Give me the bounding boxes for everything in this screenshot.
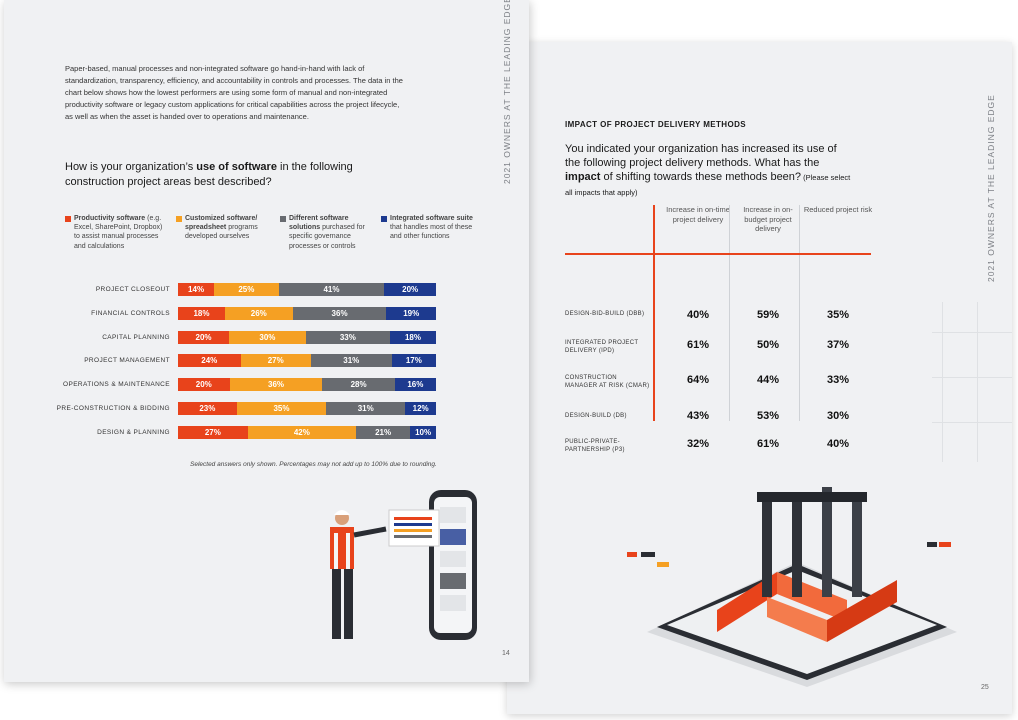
legend-swatch [381, 216, 387, 222]
page-14: 2021 OWNERS AT THE LEADING EDGE Paper-ba… [4, 0, 529, 682]
bar-row: FINANCIAL CONTROLS 18% 26% 36% 19% [44, 306, 464, 320]
bar-row: DESIGN & PLANNING 27% 42% 21% 10% [44, 425, 464, 439]
page-number-left: 14 [502, 650, 510, 657]
bar-category-label: PRE-CONSTRUCTION & BIDDING [56, 405, 170, 412]
bar-row: PROJECT CLOSEOUT 14% 25% 41% 20% [44, 283, 464, 296]
bar-category-label: PROJECT CLOSEOUT [95, 286, 170, 293]
bar-segment: 27% [178, 425, 248, 439]
bar-segment: 36% [229, 378, 323, 392]
bar-track: 20% 30% 33% 18% [178, 330, 436, 344]
bar-track: 27% 42% 21% 10% [178, 425, 436, 439]
chart-legend: Productivity software (e.g. Excel, Share… [65, 214, 475, 264]
section-label: IMPACT OF PROJECT DELIVERY METHODS [565, 120, 747, 129]
question-right: You indicated your organization has incr… [565, 143, 851, 197]
question-left: How is your organization’s use of softwa… [65, 161, 353, 188]
table-row: PUBLIC-PRIVATE-PARTNERSHIP (P3) 32% 61% … [565, 438, 850, 453]
decorative-grid [932, 302, 1012, 462]
page-number-right: 25 [981, 684, 989, 691]
bar-segment: 21% [356, 425, 411, 439]
worker-phone-illustration [330, 490, 477, 640]
table-divider-vertical [653, 205, 655, 421]
legend-swatch [280, 216, 286, 222]
bar-category-label: FINANCIAL CONTROLS [91, 309, 170, 317]
bar-segment: 35% [236, 402, 327, 415]
bar-segment: 10% [410, 425, 436, 439]
bar-segment: 23% [178, 402, 237, 415]
legend-item-productivity: Productivity software (e.g. Excel, Share… [65, 214, 165, 251]
bar-segment: 31% [310, 354, 392, 368]
running-title-left: 2021 OWNERS AT THE LEADING EDGE [502, 0, 512, 184]
bar-segment: 12% [405, 402, 436, 415]
bar-track: 20% 36% 28% 16% [178, 378, 436, 392]
legend-item-customized: Customized software/ spreadsheet program… [176, 214, 276, 242]
bar-segment: 28% [322, 378, 395, 392]
col-header-on-time: Increase in on-time project delivery [666, 205, 730, 224]
bar-row: PROJECT MANAGEMENT 24% 27% 31% 17% [44, 354, 464, 368]
legend-item-integrated: Integrated software suite that handles m… [381, 214, 481, 242]
legend-swatch [65, 216, 71, 222]
bar-category-label: OPERATIONS & MAINTENANCE [63, 381, 170, 389]
bar-segment: 25% [214, 283, 279, 296]
bar-segment: 26% [224, 306, 293, 320]
legend-item-different: Different software solutions purchased f… [280, 214, 380, 251]
bar-category-label: DESIGN & PLANNING [97, 428, 170, 436]
page-25: 2021 OWNERS AT THE LEADING EDGE IMPACT O… [507, 42, 1012, 714]
bar-category-label: CAPITAL PLANNING [102, 333, 170, 341]
col-header-risk: Reduced project risk [803, 205, 873, 214]
bar-segment: 33% [305, 330, 390, 344]
bar-row: OPERATIONS & MAINTENANCE 20% 36% 28% 16% [44, 378, 464, 392]
bar-track: 24% 27% 31% 17% [178, 354, 436, 368]
table-divider-horizontal [565, 253, 871, 255]
table-row: INTEGRATED PROJECT DELIVERY (IPD) 61% 50… [565, 339, 850, 354]
bar-segment: 24% [178, 354, 241, 368]
bar-segment: 17% [391, 354, 436, 368]
bar-segment: 41% [278, 283, 385, 296]
bar-segment: 20% [384, 283, 436, 296]
bar-segment: 36% [292, 306, 387, 320]
bar-track: 23% 35% 31% 12% [178, 402, 436, 415]
bar-segment: 30% [229, 330, 306, 344]
bar-segment: 18% [178, 306, 225, 320]
bar-segment: 20% [178, 378, 230, 392]
bar-segment: 20% [178, 330, 230, 344]
intro-paragraph: Paper-based, manual processes and non-in… [65, 64, 403, 121]
bar-track: 18% 26% 36% 19% [178, 306, 436, 320]
bar-segment: 27% [240, 354, 311, 368]
bar-category-label: PROJECT MANAGEMENT [84, 357, 170, 365]
bar-segment: 19% [386, 306, 436, 320]
building-tablet-illustration [627, 487, 957, 687]
bar-track: 14% 25% 41% 20% [178, 283, 436, 296]
table-row: CONSTRUCTION MANAGER AT RISK (CMAR) 64% … [565, 374, 850, 389]
bar-segment: 14% [178, 283, 215, 296]
col-header-on-budget: Increase in on-budget project delivery [743, 205, 793, 233]
chart-footnote: Selected answers only shown. Percentages… [190, 461, 437, 468]
legend-swatch [176, 216, 182, 222]
software-use-chart: PROJECT CLOSEOUT 14% 25% 41% 20% FINANCIAL CO… [44, 283, 464, 443]
bar-segment: 18% [390, 330, 436, 344]
bar-segment: 31% [326, 402, 406, 415]
bar-segment: 42% [247, 425, 357, 439]
table-row: DESIGN-BID-BUILD (DBB) 40% 59% 35% [565, 309, 850, 321]
bar-segment: 16% [394, 378, 436, 392]
bar-row: PRE-CONSTRUCTION & BIDDING 23% 35% 31% 12% [44, 402, 464, 415]
running-title-right: 2021 OWNERS AT THE LEADING EDGE [986, 94, 996, 282]
table-row: DESIGN-BUILD (DB) 43% 53% 30% [565, 410, 850, 422]
bar-row: CAPITAL PLANNING 20% 30% 33% 18% [44, 330, 464, 344]
